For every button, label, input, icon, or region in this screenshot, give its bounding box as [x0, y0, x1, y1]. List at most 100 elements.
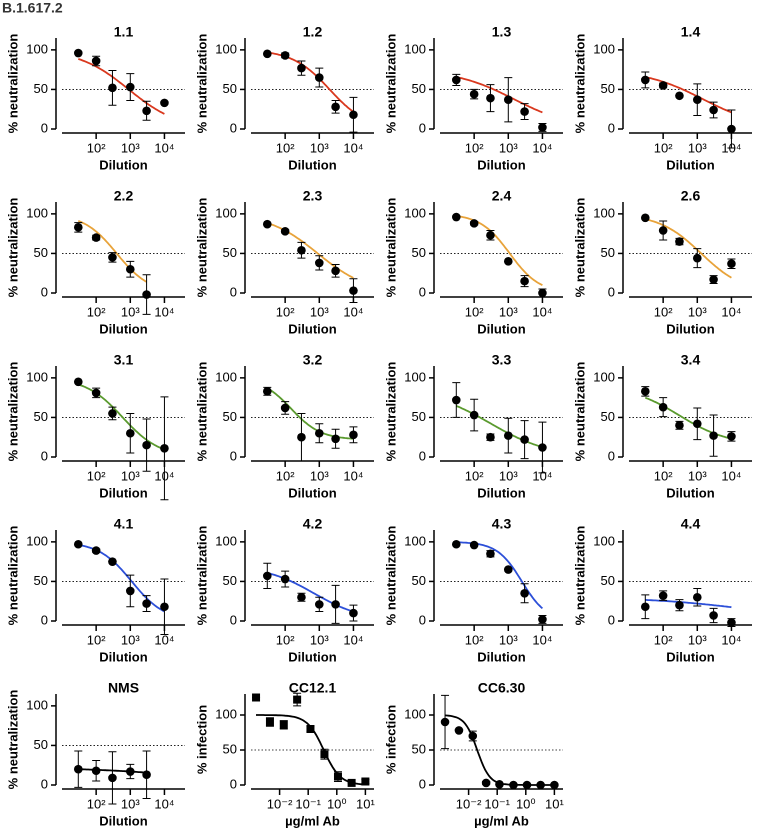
x-tick-label: 10⁴: [343, 304, 363, 319]
fit-curve: [645, 599, 732, 609]
x-tick-label: 10²: [87, 796, 106, 811]
data-point: [142, 440, 151, 450]
x-tick-label: 10³: [310, 468, 329, 483]
data-point: [331, 102, 340, 112]
fit-curve: [267, 222, 354, 279]
x-tick-label: 10²: [87, 140, 106, 155]
y-tick-label: 0: [608, 284, 615, 299]
data-point: [262, 387, 272, 396]
data-point: [481, 778, 491, 788]
data-point: [280, 51, 290, 60]
panel-title: 3.2: [303, 352, 323, 368]
data-point: [486, 549, 495, 559]
data-point: [262, 49, 272, 59]
data-point: [640, 213, 650, 223]
y-tick-label: 100: [26, 533, 48, 548]
y-tick-label: 100: [215, 706, 237, 721]
data-point: [349, 110, 358, 120]
data-point: [108, 83, 117, 93]
fit-curve: [267, 572, 354, 613]
x-tick-label: 10²: [87, 632, 106, 647]
data-point: [658, 226, 668, 235]
data-point: [349, 430, 358, 440]
panel-title: 2.3: [303, 188, 323, 204]
x-axis-label: Dilution: [477, 485, 525, 500]
data-point: [262, 219, 272, 229]
data-point: [692, 592, 702, 602]
data-point: [349, 286, 358, 295]
data-point: [108, 409, 117, 418]
y-tick-label: 100: [215, 41, 237, 56]
panel-title: 3.3: [492, 352, 512, 368]
data-point: [142, 599, 151, 608]
data-point: [454, 726, 464, 735]
y-tick-label: 50: [601, 81, 615, 96]
data-point: [125, 82, 135, 92]
data-point: [297, 592, 306, 602]
data-point: [675, 237, 684, 246]
data-point: [640, 602, 650, 612]
y-tick-label: 50: [223, 741, 237, 756]
data-point: [331, 434, 340, 444]
data-point: [142, 290, 151, 299]
y-tick-label: 100: [593, 41, 615, 56]
panel: NMS 0 50 100 10² 10³ 10⁴ Dilution % neutralizati…: [5, 680, 185, 828]
panel-title: 1.1: [114, 24, 134, 40]
data-point: [675, 421, 684, 430]
data-point: [538, 123, 547, 132]
x-tick-label: 10⁴: [721, 304, 741, 319]
y-tick-label: 100: [26, 41, 48, 56]
x-tick-label: 10²: [654, 140, 673, 155]
fit-curve: [77, 383, 165, 451]
y-tick-label: 0: [41, 612, 48, 627]
x-tick-label: 10³: [310, 304, 329, 319]
panel: 4.2 0 50 100 10² 10³ 10⁴ Dilution % neutralizati…: [194, 516, 374, 664]
data-point: [108, 773, 117, 783]
y-axis-label: % infection: [383, 705, 398, 774]
data-point: [91, 388, 101, 398]
data-point: [538, 615, 547, 624]
data-point: [503, 257, 513, 266]
data-point: [520, 589, 529, 598]
data-point: [538, 443, 547, 452]
data-point: [692, 253, 702, 263]
x-axis-label: Dilution: [666, 321, 714, 336]
x-axis-label: Dilution: [666, 649, 714, 664]
data-point: [73, 223, 83, 232]
data-point: [320, 750, 329, 759]
panel-title: 1.3: [492, 24, 512, 40]
y-tick-label: 50: [34, 81, 48, 96]
x-axis-label: Dilution: [99, 157, 147, 172]
x-tick-label: 10²: [465, 140, 484, 155]
y-tick-label: 100: [404, 41, 426, 56]
data-point: [91, 233, 101, 242]
x-tick-label: 10⁴: [532, 632, 552, 647]
panel: 2.6 0 50 100 10² 10³ 10⁴ Dilution % neutralizati…: [572, 188, 752, 336]
x-axis-label: Dilution: [288, 649, 336, 664]
fit-curve: [77, 220, 148, 283]
y-axis-label: % neutralization: [5, 526, 20, 626]
fit-curve: [456, 76, 543, 114]
y-tick-label: 0: [41, 448, 48, 463]
x-tick-label: 10²: [654, 468, 673, 483]
data-point: [280, 403, 290, 413]
y-axis-label: % neutralization: [383, 198, 398, 298]
data-point: [349, 608, 358, 618]
data-point: [727, 259, 736, 269]
data-point: [451, 395, 461, 405]
x-tick-label: 10²: [465, 468, 484, 483]
panel-title: 2.4: [492, 188, 512, 204]
panel-title: 3.4: [681, 352, 701, 368]
y-tick-label: 50: [34, 573, 48, 588]
data-point: [108, 253, 117, 262]
x-tick-label: 10⁴: [154, 304, 174, 319]
y-tick-label: 50: [412, 741, 426, 756]
data-point: [709, 275, 718, 284]
fit-curve: [267, 51, 354, 113]
data-point: [451, 539, 461, 549]
x-tick-label: 10⁴: [343, 140, 363, 155]
y-tick-label: 50: [34, 245, 48, 260]
y-tick-label: 50: [601, 409, 615, 424]
y-tick-label: 50: [223, 81, 237, 96]
